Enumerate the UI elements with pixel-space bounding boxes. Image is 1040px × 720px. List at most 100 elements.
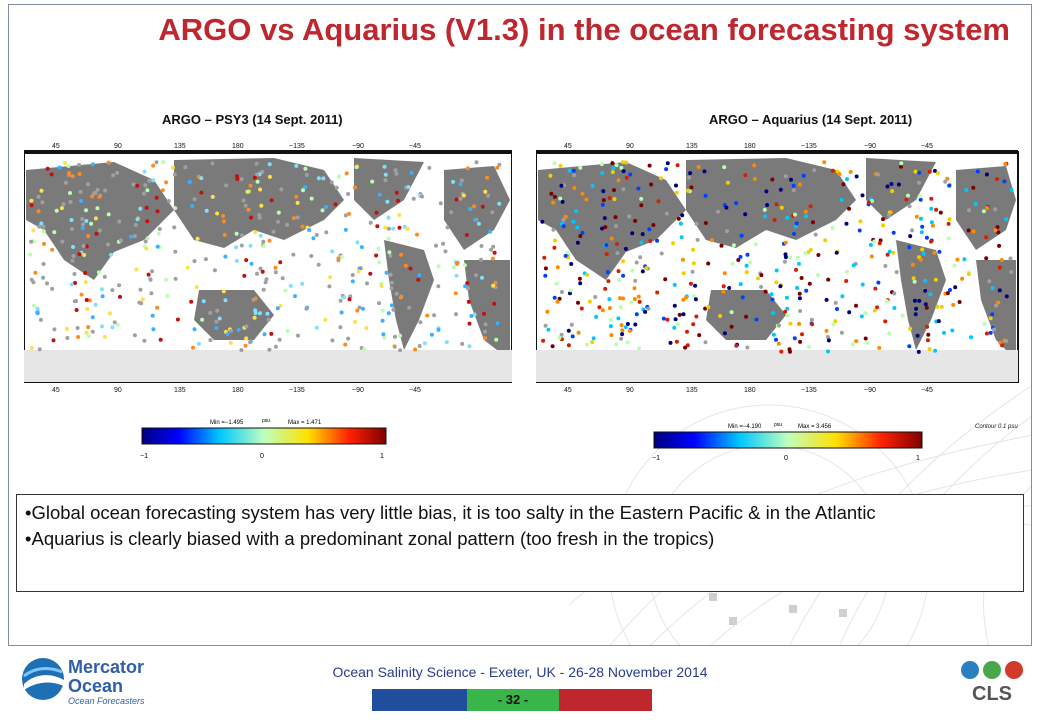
argo-point (932, 250, 937, 255)
argo-point (143, 239, 148, 244)
argo-point (659, 251, 664, 256)
argo-point (783, 240, 788, 245)
argo-point (149, 291, 154, 296)
argo-point (600, 226, 605, 231)
argo-point (847, 206, 851, 211)
argo-point (624, 175, 629, 180)
argo-point (971, 185, 976, 190)
argo-point (1009, 188, 1014, 193)
argo-point (934, 207, 939, 212)
logo-tagline: Ocean Forecasters (68, 696, 145, 706)
argo-point (774, 202, 779, 207)
argo-point (374, 253, 379, 258)
argo-point (785, 306, 790, 311)
argo-point (566, 328, 571, 333)
argo-point (242, 273, 247, 278)
argo-point (239, 243, 244, 248)
argo-point (75, 326, 80, 330)
argo-point (343, 227, 348, 232)
right-colorbar-min: Min =−4.190 (728, 424, 762, 430)
argo-point (133, 223, 138, 227)
argo-point (912, 298, 917, 303)
argo-point (816, 273, 820, 278)
argo-point (994, 303, 999, 308)
argo-point (74, 308, 79, 312)
right-bottom-tick: −90 (864, 387, 876, 394)
argo-point (1009, 270, 1014, 274)
argo-point (632, 297, 637, 302)
argo-point (840, 294, 845, 299)
argo-point (31, 228, 36, 233)
argo-point (463, 284, 468, 289)
argo-point (833, 300, 838, 305)
argo-point (563, 253, 568, 258)
argo-point (350, 279, 355, 284)
argo-point (553, 238, 557, 243)
argo-point (137, 300, 142, 305)
left-bottom-tick: 180 (232, 387, 244, 394)
argo-point (479, 257, 483, 262)
argo-point (64, 327, 69, 331)
argo-point (938, 210, 943, 215)
argo-point (917, 180, 921, 185)
argo-point (937, 249, 942, 254)
argo-point (792, 336, 797, 341)
argo-point (244, 324, 249, 329)
argo-point (63, 161, 67, 165)
argo-point (329, 180, 334, 185)
argo-point (468, 206, 473, 211)
argo-point (320, 208, 325, 213)
argo-point (603, 225, 608, 230)
argo-point (336, 256, 341, 261)
argo-point (602, 216, 607, 221)
argo-point (918, 197, 923, 202)
argo-point (65, 336, 70, 340)
argo-point (816, 253, 821, 257)
argo-point (187, 179, 192, 184)
argo-point (472, 312, 477, 317)
bullet-item: •Global ocean forecasting system has ver… (25, 502, 876, 523)
argo-point (574, 209, 579, 214)
argo-point (984, 235, 989, 240)
argo-point (946, 236, 951, 241)
argo-point (196, 341, 201, 346)
argo-point (745, 345, 750, 350)
argo-point (917, 298, 922, 303)
argo-point (158, 337, 163, 342)
mercator-globe-icon (22, 658, 64, 700)
argo-point (604, 252, 609, 257)
argo-point (585, 342, 589, 347)
argo-point (316, 176, 321, 181)
right-bottom-tick: 135 (686, 387, 698, 394)
argo-point (81, 244, 86, 248)
argo-point (688, 171, 693, 176)
argo-point (738, 254, 743, 259)
argo-point (490, 256, 495, 261)
argo-point (866, 200, 871, 205)
argo-point (857, 228, 862, 233)
argo-point (465, 281, 470, 286)
argo-point (39, 188, 44, 193)
argo-point (661, 316, 666, 321)
left-top-tick: 45 (52, 143, 60, 150)
argo-point (716, 209, 720, 214)
argo-point (420, 194, 424, 199)
argo-point (67, 171, 72, 176)
argo-point (690, 269, 695, 274)
argo-point (347, 297, 352, 302)
argo-point (837, 172, 842, 177)
argo-point (142, 338, 147, 343)
argo-point (223, 298, 228, 303)
argo-point (623, 325, 628, 330)
argo-point (633, 218, 638, 223)
argo-point (37, 347, 42, 352)
argo-point (625, 322, 630, 326)
argo-point (436, 264, 441, 269)
argo-point (170, 165, 175, 170)
argo-point (907, 204, 912, 209)
argo-point (194, 285, 199, 289)
argo-point (1004, 339, 1009, 343)
argo-point (35, 306, 40, 311)
argo-point (541, 338, 546, 343)
argo-point (886, 213, 891, 218)
